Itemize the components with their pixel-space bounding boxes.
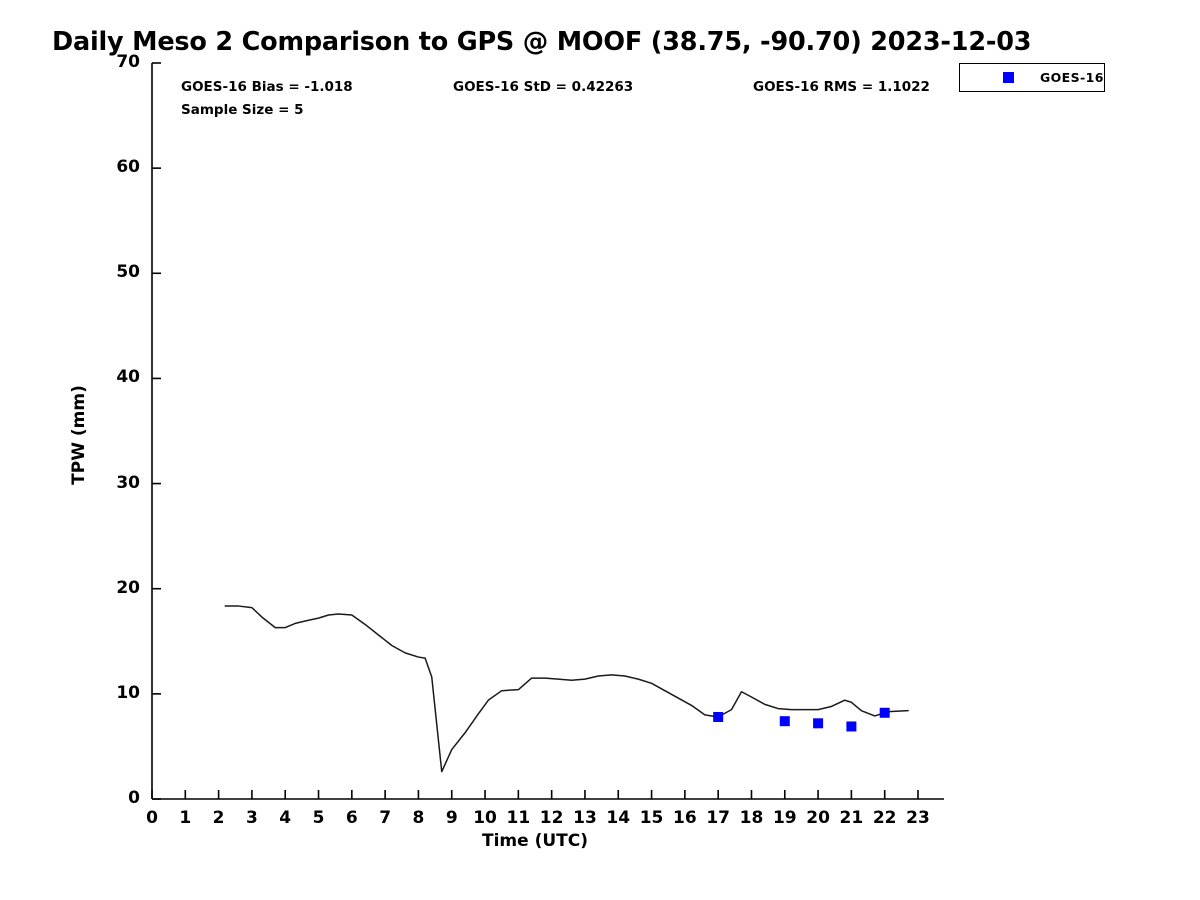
- x-tick-label-14: 14: [606, 808, 631, 828]
- legend-marker-goes16-icon: [1003, 72, 1014, 83]
- x-tick-label-3: 3: [245, 808, 258, 828]
- data-point-marker: [713, 711, 724, 722]
- y-tick-label-60: 60: [116, 157, 140, 178]
- y-axis-ticks: [152, 62, 161, 800]
- line-path-gps: [224, 605, 909, 773]
- y-tick-label-30: 30: [116, 472, 140, 493]
- annotation-std: GOES-16 StD = 0.42263: [453, 79, 634, 95]
- x-tick-label-10: 10: [473, 808, 497, 828]
- chart-title: Daily Meso 2 Comparison to GPS @ MOOF (3…: [52, 27, 1032, 57]
- legend-box: [959, 63, 1105, 92]
- x-tick-label-0: 0: [146, 808, 158, 828]
- x-tick-label-8: 8: [412, 808, 425, 828]
- data-point-marker: [779, 716, 790, 727]
- y-tick-label-40: 40: [116, 367, 140, 388]
- x-tick-label-9: 9: [445, 808, 458, 828]
- x-tick-label-23: 23: [906, 808, 930, 828]
- x-tick-label-18: 18: [739, 808, 764, 828]
- x-tick-label-21: 21: [839, 808, 864, 828]
- legend-label-goes16: GOES-16: [1040, 70, 1104, 85]
- x-tick-label-17: 17: [706, 808, 730, 828]
- data-point-marker: [846, 721, 857, 732]
- x-tick-label-15: 15: [639, 808, 664, 828]
- series-gps-line: [224, 605, 909, 773]
- y-tick-label-50: 50: [116, 262, 140, 283]
- x-tick-label-11: 11: [506, 808, 531, 828]
- x-tick-label-19: 19: [772, 808, 797, 828]
- y-tick-label-10: 10: [116, 682, 140, 703]
- x-tick-label-2: 2: [212, 808, 225, 828]
- y-axis-title: TPW (mm): [69, 385, 89, 485]
- x-tick-label-20: 20: [806, 808, 830, 828]
- series-goes16-markers: [713, 707, 890, 732]
- x-axis-ticks: [151, 790, 919, 799]
- axes-spines: [151, 63, 944, 800]
- y-tick-label-0: 0: [128, 788, 140, 808]
- x-tick-label-1: 1: [179, 808, 192, 828]
- annotation-rms: GOES-16 RMS = 1.1022: [753, 79, 930, 95]
- x-tick-label-6: 6: [345, 808, 358, 828]
- y-tick-label-20: 20: [116, 577, 140, 598]
- x-tick-label-13: 13: [573, 808, 597, 828]
- x-tick-label-22: 22: [872, 808, 897, 828]
- annotation-sample-size: Sample Size = 5: [181, 102, 304, 118]
- x-axis-title: Time (UTC): [481, 831, 588, 851]
- x-tick-label-7: 7: [379, 808, 392, 828]
- data-point-marker: [879, 707, 890, 718]
- data-point-marker: [813, 718, 824, 729]
- y-tick-label-70: 70: [116, 52, 140, 72]
- annotation-bias: GOES-16 Bias = -1.018: [181, 79, 353, 95]
- x-tick-label-4: 4: [279, 808, 292, 828]
- x-tick-label-12: 12: [539, 808, 564, 828]
- x-tick-label-16: 16: [673, 808, 697, 828]
- x-tick-label-5: 5: [312, 808, 325, 828]
